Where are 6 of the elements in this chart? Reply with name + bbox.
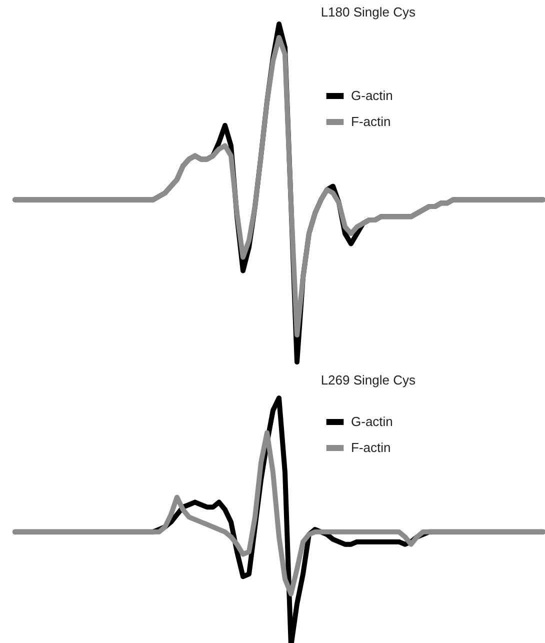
legend-label: F-actin (351, 440, 391, 455)
chart-title: L269 Single Cys (320, 372, 416, 388)
legend-label: G-actin (351, 414, 393, 429)
legend-label: G-actin (351, 88, 393, 103)
chart-title: L180 Single Cys (320, 4, 416, 20)
legend-label: F-actin (351, 114, 391, 129)
